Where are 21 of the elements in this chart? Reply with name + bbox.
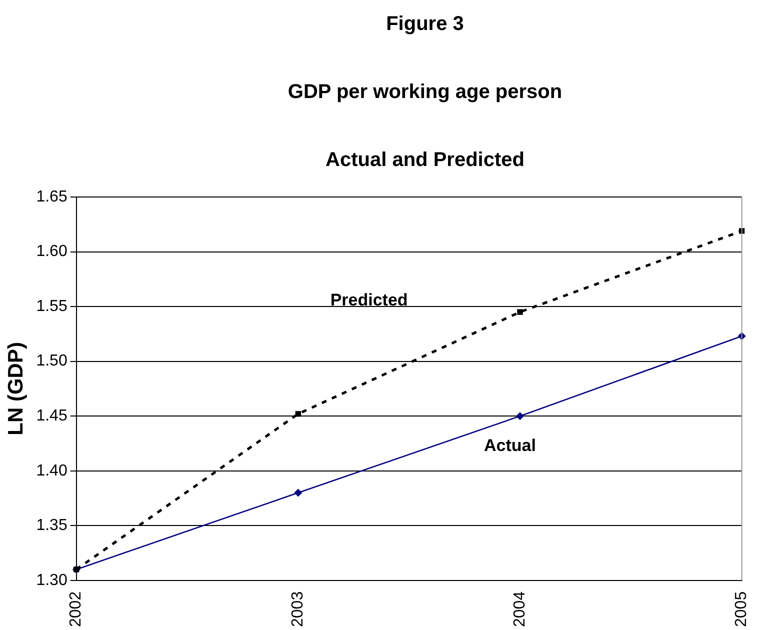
y-tick-label: 1.30 [36,572,68,589]
text: Predicted [330,290,408,310]
y-tick-label: 1.45 [36,407,68,424]
x-tick-label: 2002 [68,591,85,627]
x-tick-label: 2004 [511,591,528,627]
series-label: Actual [484,436,536,455]
point [517,309,523,315]
x-tick-label: 2003 [290,591,307,627]
y-tick-label: 1.65 [36,188,68,206]
point [516,412,524,420]
point [294,488,302,497]
y-axis-title: LN (GDP) [4,342,28,436]
chart-title: Figure 3 [385,13,465,35]
y-tick-label: 1.60 [36,243,68,260]
y-tick-label: 1.35 [36,517,68,534]
text: GDP per working age person Actual and Predicted [288,81,562,171]
x-tick-label: 2005 [733,591,750,627]
y-tick-label: 1.40 [36,462,68,480]
y-tick-label: 1.55 [36,298,68,315]
y-tick-label: 1.50 [36,352,68,370]
point [295,411,301,417]
